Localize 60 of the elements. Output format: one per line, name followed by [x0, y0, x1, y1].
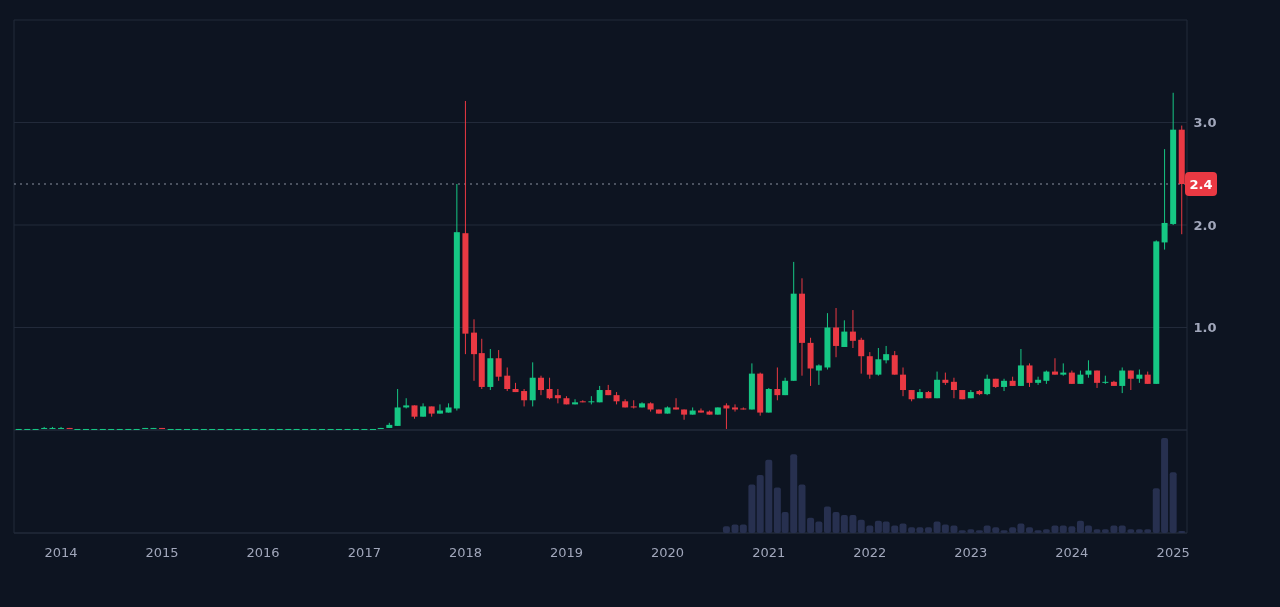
candlestick [471, 318, 478, 382]
candlestick [673, 397, 680, 410]
candlestick [765, 387, 772, 414]
bar [722, 526, 730, 533]
candlestick [521, 388, 528, 407]
candlestick [774, 366, 781, 401]
candlestick [554, 388, 561, 404]
candlestick [1035, 376, 1042, 386]
y-tick-label: 1.0 [1193, 320, 1217, 336]
candlestick [529, 361, 536, 407]
candlestick [436, 403, 443, 415]
candlestick [1161, 148, 1168, 251]
candlestick [1017, 348, 1024, 387]
x-tick-label: 2016 [246, 545, 280, 560]
candlestick [875, 347, 882, 377]
candlestick [833, 307, 840, 358]
candlestick [394, 388, 401, 427]
candlestick [572, 398, 579, 405]
candlestick [934, 371, 941, 399]
y-tick-label: 2.0 [1193, 217, 1217, 233]
candlestick [866, 351, 873, 380]
x-tick-label: 2017 [347, 545, 381, 560]
bar [924, 527, 932, 533]
bar [1169, 472, 1177, 533]
x-tick-label: 2022 [853, 545, 887, 560]
candlestick [1051, 357, 1058, 376]
candlestick [883, 345, 890, 364]
candlestick [537, 375, 544, 396]
candlestick [495, 349, 502, 382]
candlestick [891, 350, 898, 376]
candlestick [1119, 366, 1126, 394]
x-tick-label: 2018 [448, 545, 482, 560]
x-tick-label: 2020 [650, 545, 685, 560]
x-tick-label: 2019 [549, 545, 583, 560]
x-tick-label: 2021 [752, 545, 786, 560]
x-tick-label: 2025 [1156, 545, 1190, 560]
candlestick [849, 309, 856, 349]
y-tick-label: 3.0 [1193, 115, 1217, 131]
bar [1026, 527, 1034, 533]
candlestick [984, 374, 991, 396]
candlestick [732, 403, 739, 413]
candlestick [504, 366, 511, 392]
x-tick-label: 2023 [954, 545, 988, 560]
ref-line-label: 2.4 [1189, 176, 1213, 192]
candlestick [815, 363, 822, 386]
x-tick-label: 2014 [44, 545, 78, 560]
candlestick [1001, 378, 1008, 392]
candlestick [1060, 362, 1067, 377]
candlestick [900, 366, 907, 397]
candlestick [723, 402, 730, 430]
candlestick [950, 377, 957, 399]
candlestick [841, 319, 848, 348]
x-tick-label: 2015 [145, 545, 179, 560]
x-tick-label: 2024 [1055, 545, 1089, 560]
bar [823, 506, 831, 533]
candlestick [1026, 362, 1033, 388]
candlestick [546, 377, 553, 400]
candlestick [681, 409, 688, 421]
candlestick [858, 337, 865, 375]
candlestick [697, 407, 704, 414]
